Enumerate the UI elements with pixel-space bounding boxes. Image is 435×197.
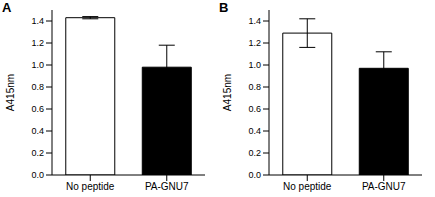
svg-text:0.8: 0.8 — [31, 82, 44, 92]
svg-text:A415nm: A415nm — [222, 74, 233, 111]
html-text:B: B — [219, 0, 229, 15]
svg-text:0.2: 0.2 — [248, 148, 261, 158]
svg-text:1.0: 1.0 — [31, 60, 44, 70]
svg-text:0.0: 0.0 — [248, 170, 261, 180]
svg-text:0.4: 0.4 — [31, 126, 44, 136]
svg-text:A415nm: A415nm — [8, 74, 16, 111]
svg-text:No peptide: No peptide — [66, 181, 115, 192]
svg-text:1.2: 1.2 — [31, 38, 44, 48]
svg-text:0.0: 0.0 — [31, 170, 44, 180]
svg-text:0.6: 0.6 — [31, 104, 44, 114]
svg-text:1.2: 1.2 — [248, 38, 261, 48]
svg-text:1.0: 1.0 — [248, 60, 261, 70]
svg-text:1.4: 1.4 — [248, 16, 261, 26]
svg-text:No peptide: No peptide — [283, 181, 332, 192]
svg-text:0.2: 0.2 — [31, 148, 44, 158]
svg-text:0.8: 0.8 — [248, 82, 261, 92]
svg-text:1.4: 1.4 — [31, 16, 44, 26]
svg-text:PA-GNU7: PA-GNU7 — [145, 181, 189, 192]
svg-text:0.6: 0.6 — [248, 104, 261, 114]
svg-text:PA-GNU7: PA-GNU7 — [362, 181, 406, 192]
html-text:A: A — [2, 0, 12, 15]
svg-text:0.4: 0.4 — [248, 126, 261, 136]
